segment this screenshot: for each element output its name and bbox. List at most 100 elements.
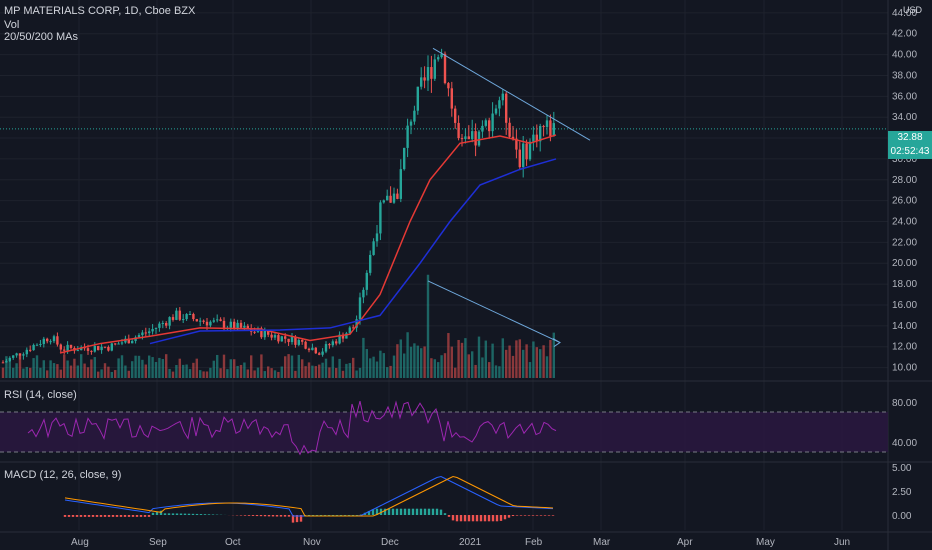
volume-bar [97,371,100,378]
candle-body [267,330,270,335]
volume-bar [93,357,96,378]
volume-bar [12,367,15,378]
volume-bar [277,371,280,378]
macd-histogram-bar [331,515,335,516]
candle-body [413,110,416,122]
volume-bar [243,362,246,378]
macd-tick-label: 0.00 [892,511,912,522]
candle-body [294,336,297,345]
candle-body [12,355,15,358]
candle-body [178,310,181,320]
x-tick-label: Mar [593,537,611,548]
macd-histogram-bar [531,515,535,516]
macd-histogram-bar [535,515,539,516]
candle-body [345,333,348,339]
candle-body [229,321,232,328]
volume-bar [430,358,433,378]
candle-body [501,93,504,101]
macd-histogram-bar [267,515,271,517]
candle-body [386,195,389,201]
volume-bar [56,364,59,378]
candle-body [243,325,246,328]
candle-body [372,241,375,255]
candle-body [141,332,144,336]
macd-histogram-bar [255,515,259,517]
macd-histogram-bar [471,515,475,522]
macd-histogram-bar [483,515,487,522]
candle-body [233,321,236,330]
volume-bar [457,339,460,378]
ma50-line [149,158,557,345]
candle-body [457,122,460,139]
volume-bar [39,367,42,378]
volume-bar [501,338,504,378]
macd-histogram-bar [315,515,319,516]
volume-bar [246,369,249,378]
candle-body [148,331,151,334]
macd-histogram-bar [291,515,295,523]
volume-bar [69,365,73,378]
x-tick-label: Oct [225,537,241,548]
candle-body [498,100,501,109]
volume-bar [199,370,202,378]
macd-histogram-bar [107,515,111,517]
macd-histogram-bar [67,515,71,517]
macd-histogram-bar [495,515,499,522]
candle-body [76,350,79,352]
candle-body [1,362,5,364]
macd-histogram-bar [195,513,199,515]
macd-histogram-bar [75,515,79,517]
y-tick-label: 24.00 [892,217,917,228]
volume-bar [467,354,470,378]
y-tick-label: 26.00 [892,196,917,207]
volume-bar [229,359,232,378]
volume-bar [22,368,25,378]
volume-bar [307,362,311,378]
volume-bar [426,274,430,378]
volume-bar [29,367,32,378]
volume-bar [120,355,124,378]
volume-bar [284,356,287,378]
volume-bar [348,363,351,378]
macd-histogram-bar [259,515,263,517]
volume-bar [175,364,178,378]
macd-histogram-bar [479,515,483,522]
x-tick-label: Aug [71,537,89,548]
volume-bar [171,371,175,378]
macd-histogram-bar [131,515,135,517]
y-tick-label: 16.00 [892,300,917,311]
volume-bar [328,367,331,378]
candle-body [321,351,324,355]
candle-body [52,336,56,342]
macd-histogram-bar [451,515,455,521]
macd-histogram-bar [391,508,395,515]
macd-histogram-bar [351,515,355,516]
candle-body [185,314,188,320]
macd-histogram-bar [547,515,551,516]
countdown-tag: 02:52:43 [888,145,932,159]
candle-body [158,323,161,328]
candle-body [311,347,314,351]
rsi-line [27,400,557,456]
candle-body [362,289,365,298]
macd-histogram-bar [435,508,439,515]
candle-body [253,331,256,333]
candle-body [331,341,334,346]
volume-bar [352,357,355,378]
volume-bar [549,339,552,378]
volume-bar [382,353,385,378]
macd-histogram-bar [271,515,275,517]
candle-body [219,319,222,321]
x-tick-label: Nov [303,537,321,548]
candle-body [284,336,287,339]
candle-body [522,143,525,168]
volume-bar [263,371,266,378]
volume-bar [18,354,22,378]
macd-histogram-bar [151,512,155,515]
rsi-tick-label: 80.00 [892,398,917,409]
volume-bar [324,358,328,378]
volume-bar [83,363,86,378]
macd-histogram-bar [519,515,523,516]
y-tick-label: 28.00 [892,175,917,186]
